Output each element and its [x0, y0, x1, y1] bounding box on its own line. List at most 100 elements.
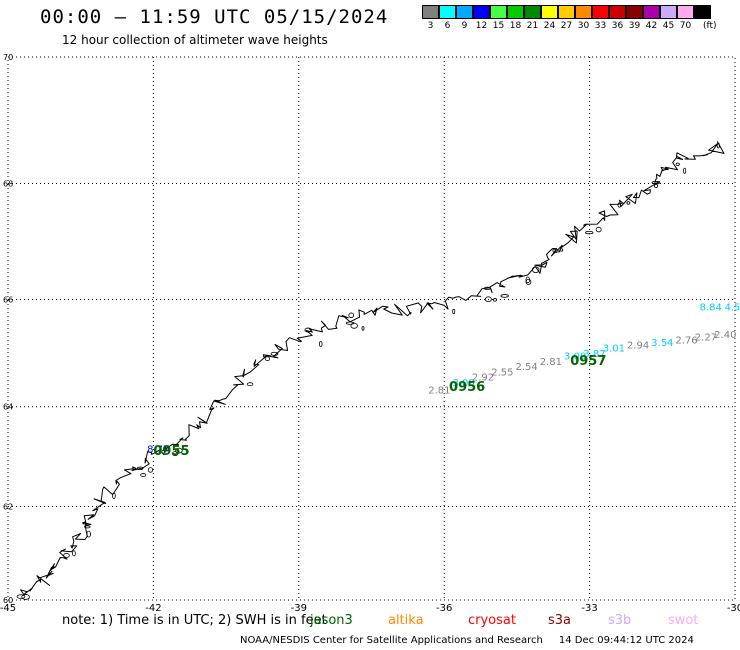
colorbar-swatch: [422, 5, 439, 19]
island-outline: [654, 183, 659, 188]
island-outline: [626, 201, 631, 205]
lon-tick-label: -45: [0, 603, 16, 614]
swh-value-label: 2.40: [714, 330, 736, 341]
lat-tick-label: 64: [3, 403, 13, 412]
colorbar-tick-label: 15: [492, 21, 505, 31]
island-outline: [63, 552, 70, 558]
island-outline: [112, 492, 116, 499]
island-outline: [304, 327, 312, 333]
colorbar-tick-label: 30: [577, 21, 590, 31]
colorbar-swatch: [473, 5, 490, 19]
footer-date: 14 Dec 09:44:12 UTC 2024: [558, 635, 694, 646]
colorbar-swatch: [456, 5, 473, 19]
island-outline: [16, 594, 26, 599]
colorbar-swatch: [524, 5, 541, 19]
island-outline: [484, 286, 491, 291]
island-outline: [651, 181, 661, 185]
lat-lon-grid: [7, 56, 736, 601]
colorbar-swatch: [677, 5, 694, 19]
colorbar-tick-label: 33: [594, 21, 607, 31]
island-outline: [318, 341, 323, 347]
colorbar-swatch: [592, 5, 609, 19]
island-outline: [559, 248, 564, 252]
pass-time-label: 0956: [449, 380, 485, 395]
colorbar-swatch: [439, 5, 456, 19]
satellite-legend-altika: altika: [388, 613, 424, 628]
island-outline: [86, 530, 91, 538]
satellite-legend-s3b: s3b: [608, 613, 632, 628]
island-outline: [246, 382, 254, 387]
footer: NOAA/NESDIS Center for Satellite Applica…: [240, 635, 694, 646]
lon-tick-label: -36: [436, 603, 452, 614]
island-outline: [136, 466, 144, 471]
swh-value-label: 2.81: [428, 386, 450, 397]
colorbar-tick-label: 70: [679, 21, 692, 31]
colorbar-tick-label: 42: [645, 21, 658, 31]
island-outline: [84, 525, 91, 529]
colorbar-tick-label: 9: [461, 21, 468, 31]
colorbar-swatch: [660, 5, 677, 19]
pass-time-label: 0955: [153, 444, 189, 459]
island-outline: [172, 451, 179, 457]
island-outline: [525, 278, 532, 285]
lon-tick-label: -30: [727, 603, 740, 614]
footer-org: NOAA/NESDIS Center for Satellite Applica…: [240, 635, 543, 646]
island-outline: [552, 248, 559, 253]
swh-value-label: 3.00: [452, 378, 474, 389]
colorbar-tick-label: 27: [560, 21, 573, 31]
island-outline: [452, 308, 456, 315]
island-outline: [585, 231, 594, 235]
colorbar-tick-label: 6: [444, 21, 451, 31]
lon-tick-label: -42: [145, 603, 161, 614]
pass-time-label: 0957: [570, 354, 606, 369]
colorbar-swatch: [694, 5, 711, 19]
coastline-path: [20, 141, 725, 596]
satellite-legend-s3a: s3a: [548, 613, 572, 628]
lon-tick-label: -33: [581, 603, 597, 614]
colorbar-unit: (ft): [703, 21, 717, 31]
colorbar-swatch: [541, 5, 558, 19]
colorbar-labels: 3 6 9 12 15 18 21 24 27 30 33 36 39 42 45 70 (ft): [422, 21, 717, 31]
island-outline: [617, 202, 622, 208]
lon-tick-label: -39: [291, 603, 307, 614]
island-outline: [348, 312, 355, 318]
colorbar-swatch: [643, 5, 660, 19]
swh-value-label: 3.54: [651, 338, 673, 349]
island-outline: [175, 447, 183, 454]
lat-tick-label: 70: [3, 53, 13, 62]
satellite-legend-jason3: jason3: [310, 613, 353, 628]
map-subtitle: 12 hour collection of altimeter wave hei…: [62, 33, 328, 47]
colorbar-tick-label: 12: [475, 21, 488, 31]
lat-tick-label: 62: [3, 503, 13, 512]
colorbar-tick-label: 3: [427, 21, 434, 31]
swh-value-label: 4.5: [725, 303, 740, 314]
island-outline: [683, 167, 687, 174]
colorbar-tick-label: 39: [628, 21, 641, 31]
colorbar-tick-label: 24: [543, 21, 556, 31]
colorbar-swatch: [609, 5, 626, 19]
colorbar-swatch: [507, 5, 524, 19]
note-line: note: 1) Time is in UTC; 2) SWH is in fe…: [62, 613, 698, 628]
island-outline: [140, 473, 147, 477]
island-outline: [361, 326, 365, 331]
island-outline: [484, 296, 492, 303]
satellite-legend-swot: swot: [668, 613, 699, 628]
swh-value-label: 2.76: [675, 335, 697, 346]
lat-tick-label: 60: [3, 596, 13, 605]
island-outline: [675, 162, 680, 166]
swh-value-label: 8.77: [147, 444, 169, 455]
note-text: note: 1) Time is in UTC; 2) SWH is in fe…: [62, 613, 327, 628]
colorbar-tick-label: 18: [509, 21, 522, 31]
island-outline: [531, 266, 540, 274]
colorbar-swatch: [558, 5, 575, 19]
swh-value-label: 8.84: [700, 303, 722, 314]
swh-value-label: 3.00: [564, 351, 586, 362]
axis-labels: 70 68 66 64 62 60-45 -42 -39 -36 -33 -30: [0, 53, 740, 614]
swh-value-label: 2.94: [627, 341, 649, 352]
swh-value-label: 2.92: [472, 373, 494, 384]
wave-height-colorbar: [422, 5, 711, 20]
island-outline: [500, 294, 509, 298]
greenland-coastline: [16, 141, 725, 600]
colorbar-swatch: [490, 5, 507, 19]
